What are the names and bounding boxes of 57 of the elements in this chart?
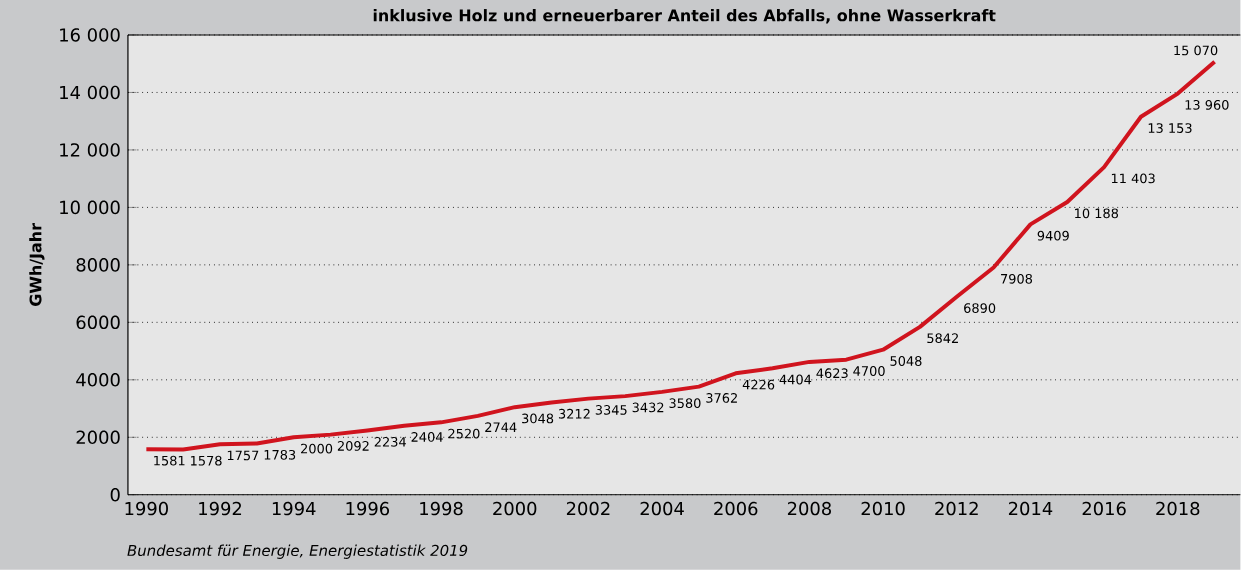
y-tick-label: 6000 (76, 315, 120, 330)
data-label: 10 188 (1075, 208, 1119, 219)
x-tick-label: 2000 (493, 501, 537, 516)
data-label: 1783 (264, 450, 296, 460)
data-label: 2092 (337, 441, 369, 451)
data-label: 13 960 (1185, 100, 1229, 110)
data-label: 11 403 (1111, 173, 1155, 184)
x-tick-label: 1992 (199, 501, 242, 516)
data-label: 3762 (706, 393, 737, 403)
data-label: 15 070 (1174, 45, 1218, 56)
data-label: 9409 (1037, 230, 1069, 241)
data-label: 5842 (927, 333, 958, 344)
y-tick-label: 8000 (76, 258, 120, 272)
data-label: 5048 (890, 356, 922, 367)
data-label: 1757 (227, 450, 259, 461)
x-tick-label: 2016 (1082, 501, 1126, 516)
text: Bundesamt für Energie, Energiestatistik 2019 (127, 544, 468, 560)
x-tick-label: 2014 (1008, 501, 1053, 516)
data-label: 4623 (816, 368, 848, 379)
x-tick-label: 2012 (935, 501, 978, 516)
data-label: 3212 (558, 409, 590, 419)
x-tick-label: 1998 (420, 501, 463, 516)
x-tick-label: 2004 (640, 501, 684, 516)
data-label: 4404 (779, 374, 812, 385)
x-tick-label: 1996 (346, 501, 390, 516)
data-label: 3432 (632, 402, 664, 413)
data-label: 1578 (191, 455, 222, 466)
chart-title: inklusive Holz und erneuerbarer Anteil des Abfalls, ohne Wasserkraft (373, 9, 996, 24)
data-label: 3580 (669, 398, 701, 409)
x-tick-label: 1994 (272, 501, 316, 516)
data-label: 2234 (374, 437, 406, 447)
data-label: 2000 (301, 443, 333, 454)
data-label: 2520 (448, 428, 480, 439)
y-tick-label: 0 (110, 488, 120, 502)
y-tick-label: 14 000 (60, 85, 120, 100)
data-label: 3345 (595, 405, 627, 415)
y-tick-label: 2000 (76, 430, 120, 445)
data-label: 2744 (485, 422, 517, 433)
x-tick-label: 2006 (714, 501, 758, 516)
x-tick-label: 2008 (787, 501, 831, 516)
data-label: 3048 (522, 413, 554, 424)
data-label: 13 153 (1148, 123, 1192, 134)
y-tick-label: 4000 (76, 373, 120, 387)
data-label: 1581 (154, 455, 185, 466)
x-tick-label: 1990 (125, 501, 168, 516)
y-axis-title: GWh/Jahr (29, 223, 45, 307)
x-tick-label: 2018 (1156, 501, 1200, 516)
data-label: 4700 (853, 366, 885, 377)
x-tick-label: 2002 (566, 501, 610, 516)
data-label: 6890 (964, 303, 996, 314)
y-tick-label: 12 000 (60, 143, 120, 157)
data-label: 2404 (411, 432, 443, 443)
y-tick-label: 10 000 (60, 200, 120, 215)
y-tick-label: 16 000 (60, 28, 120, 42)
data-label: 4226 (742, 379, 775, 390)
x-tick-label: 2010 (861, 501, 905, 516)
data-label: 7908 (1001, 274, 1033, 284)
